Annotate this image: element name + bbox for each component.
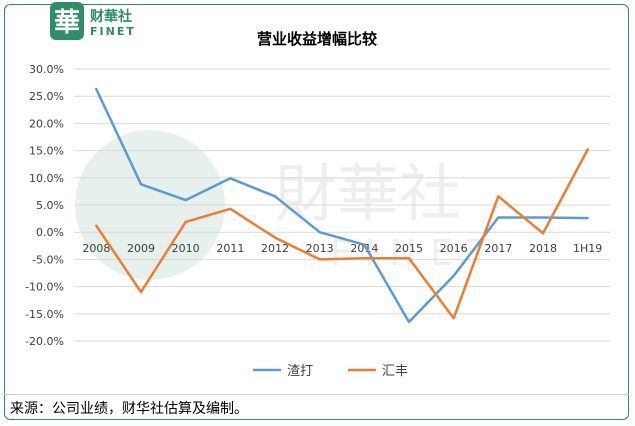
y-tick-label: 25.0%	[29, 90, 64, 103]
logo-glyph: 華	[54, 8, 80, 38]
watermark-name: 財華社	[275, 157, 461, 230]
x-tick-label: 2013	[306, 242, 334, 255]
source-note: 来源：公司业绩，财华社估算及编制。	[10, 401, 248, 417]
y-tick-label: -10.0%	[25, 281, 64, 294]
y-tick-label: 30.0%	[29, 63, 64, 76]
y-tick-label: -20.0%	[25, 335, 64, 348]
x-tick-label: 2017	[484, 242, 512, 255]
x-tick-label: 2014	[350, 242, 378, 255]
x-axis-ticks: 2008 2009 2010 2011 2012 2013 2014 2015 2016 2017…	[82, 242, 602, 255]
y-axis-ticks: 30.0% 25.0% 20.0% 15.0% 10.0% 5.0% 0.0% -5.0% -1…	[25, 63, 64, 348]
x-tick-label: 2009	[127, 242, 155, 255]
series-line-1	[95, 87, 589, 324]
chart-frame	[4, 4, 629, 420]
logo-name-en: FINET	[90, 25, 136, 38]
watermark-name-en: FINET	[330, 233, 503, 274]
y-tick-label: 0.0%	[36, 226, 64, 239]
chart-title: 营业收益增幅比较	[257, 30, 377, 48]
x-tick-label: 2011	[216, 242, 244, 255]
grid-lines	[74, 68, 610, 342]
x-tick-label: 2018	[529, 242, 557, 255]
y-tick-label: 10.0%	[29, 172, 64, 185]
y-tick-label: 5.0%	[36, 199, 64, 212]
logo-badge	[50, 2, 84, 40]
x-tick-label: 1H19	[573, 242, 602, 255]
legend-label-2: 汇丰	[382, 364, 408, 379]
logo-name-cn: 财華社	[89, 8, 132, 25]
x-tick-label: 2010	[172, 242, 200, 255]
y-tick-label: 15.0%	[29, 145, 64, 158]
legend-label-1: 渣打	[287, 364, 313, 379]
y-tick-label: -15.0%	[25, 308, 64, 321]
finet-logo: 華 财華社 FINET	[50, 2, 136, 40]
x-tick-label: 2015	[395, 242, 423, 255]
series-lines	[95, 87, 589, 324]
series-line-2	[95, 148, 589, 320]
legend: 渣打 汇丰	[253, 364, 408, 379]
x-tick-label: 2016	[440, 242, 468, 255]
source-divider	[4, 394, 629, 395]
y-tick-label: 20.0%	[29, 117, 64, 130]
x-tick-label: 2008	[82, 242, 110, 255]
y-tick-label: -5.0%	[32, 253, 64, 266]
x-tick-label: 2012	[261, 242, 289, 255]
